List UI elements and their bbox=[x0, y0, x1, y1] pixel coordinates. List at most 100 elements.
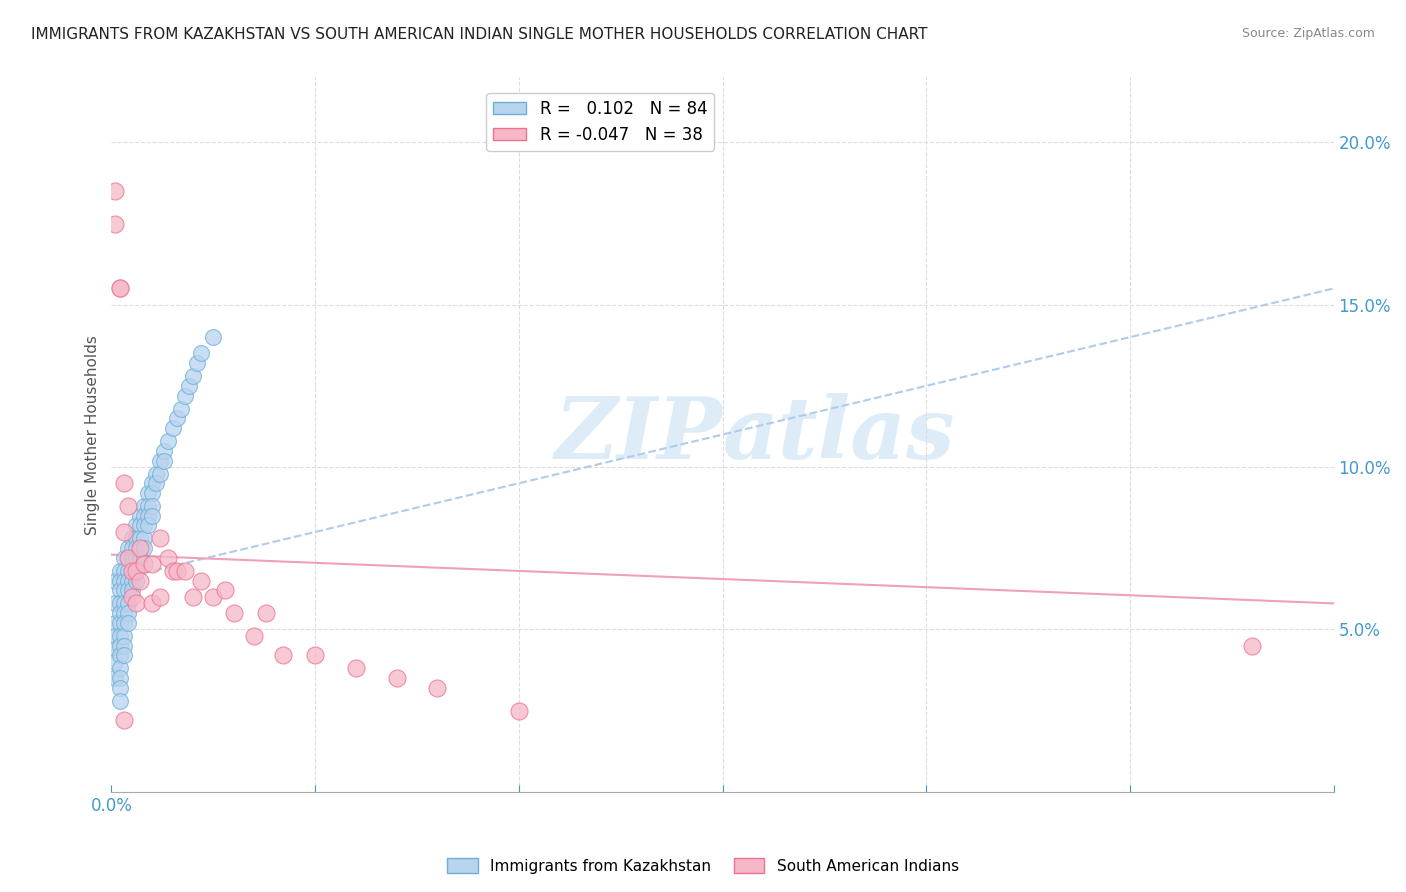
Point bbox=[112, 476, 135, 491]
Point bbox=[132, 508, 155, 523]
Point bbox=[181, 369, 204, 384]
Point bbox=[121, 574, 143, 588]
Point bbox=[121, 541, 143, 556]
Point bbox=[177, 379, 200, 393]
Point bbox=[108, 671, 131, 685]
Point bbox=[108, 681, 131, 695]
Point bbox=[344, 661, 367, 675]
Point bbox=[104, 629, 127, 643]
Point bbox=[181, 590, 204, 604]
Point bbox=[104, 655, 127, 669]
Point bbox=[271, 648, 294, 663]
Point bbox=[125, 518, 148, 533]
Point bbox=[117, 596, 139, 610]
Point bbox=[121, 564, 143, 578]
Point bbox=[117, 574, 139, 588]
Point bbox=[141, 596, 163, 610]
Y-axis label: Single Mother Households: Single Mother Households bbox=[86, 334, 100, 534]
Point bbox=[136, 518, 159, 533]
Point bbox=[162, 564, 184, 578]
Text: Source: ZipAtlas.com: Source: ZipAtlas.com bbox=[1241, 27, 1375, 40]
Point bbox=[117, 550, 139, 565]
Point bbox=[121, 532, 143, 546]
Point bbox=[104, 615, 127, 630]
Point bbox=[121, 550, 143, 565]
Point bbox=[153, 443, 176, 458]
Legend: R =   0.102   N = 84, R = -0.047   N = 38: R = 0.102 N = 84, R = -0.047 N = 38 bbox=[486, 93, 714, 151]
Point bbox=[243, 629, 266, 643]
Point bbox=[104, 641, 127, 656]
Point bbox=[108, 629, 131, 643]
Point bbox=[129, 550, 152, 565]
Point bbox=[125, 574, 148, 588]
Point bbox=[173, 389, 195, 403]
Point bbox=[222, 606, 245, 620]
Point bbox=[117, 583, 139, 598]
Point bbox=[112, 713, 135, 727]
Point bbox=[186, 356, 208, 370]
Point bbox=[132, 532, 155, 546]
Text: ZIP: ZIP bbox=[554, 392, 723, 476]
Point bbox=[117, 606, 139, 620]
Point bbox=[108, 694, 131, 708]
Point bbox=[129, 508, 152, 523]
Point bbox=[112, 648, 135, 663]
Point bbox=[108, 583, 131, 598]
Point bbox=[104, 671, 127, 685]
Point bbox=[108, 564, 131, 578]
Point bbox=[104, 596, 127, 610]
Point bbox=[108, 615, 131, 630]
Point bbox=[112, 564, 135, 578]
Point bbox=[117, 564, 139, 578]
Point bbox=[157, 434, 180, 448]
Point bbox=[125, 564, 148, 578]
Point bbox=[149, 453, 172, 467]
Point bbox=[129, 532, 152, 546]
Point bbox=[141, 476, 163, 491]
Point bbox=[385, 671, 408, 685]
Point bbox=[141, 486, 163, 500]
Point bbox=[112, 639, 135, 653]
Point bbox=[162, 421, 184, 435]
Point bbox=[141, 558, 163, 572]
Point bbox=[149, 467, 172, 481]
Point bbox=[121, 590, 143, 604]
Point bbox=[129, 518, 152, 533]
Point bbox=[121, 564, 143, 578]
Point bbox=[129, 541, 152, 556]
Point bbox=[112, 629, 135, 643]
Point bbox=[108, 574, 131, 588]
Point bbox=[149, 532, 172, 546]
Legend: Immigrants from Kazakhstan, South American Indians: Immigrants from Kazakhstan, South Americ… bbox=[441, 852, 965, 880]
Point bbox=[136, 508, 159, 523]
Point bbox=[190, 346, 212, 360]
Point bbox=[117, 499, 139, 513]
Point bbox=[145, 476, 167, 491]
Point bbox=[136, 499, 159, 513]
Point bbox=[112, 596, 135, 610]
Text: IMMIGRANTS FROM KAZAKHSTAN VS SOUTH AMERICAN INDIAN SINGLE MOTHER HOUSEHOLDS COR: IMMIGRANTS FROM KAZAKHSTAN VS SOUTH AMER… bbox=[31, 27, 928, 42]
Point bbox=[132, 499, 155, 513]
Point bbox=[125, 532, 148, 546]
Point bbox=[108, 281, 131, 295]
Point bbox=[112, 574, 135, 588]
Point bbox=[304, 648, 326, 663]
Point bbox=[125, 541, 148, 556]
Point bbox=[1241, 639, 1264, 653]
Point bbox=[129, 541, 152, 556]
Point bbox=[145, 467, 167, 481]
Point bbox=[132, 518, 155, 533]
Point bbox=[214, 583, 236, 598]
Point bbox=[202, 330, 225, 344]
Point bbox=[129, 574, 152, 588]
Point bbox=[104, 184, 127, 198]
Point bbox=[508, 704, 530, 718]
Point bbox=[108, 639, 131, 653]
Point bbox=[108, 606, 131, 620]
Point bbox=[173, 564, 195, 578]
Point bbox=[141, 508, 163, 523]
Point bbox=[166, 411, 188, 425]
Point bbox=[125, 564, 148, 578]
Point bbox=[149, 590, 172, 604]
Point bbox=[157, 550, 180, 565]
